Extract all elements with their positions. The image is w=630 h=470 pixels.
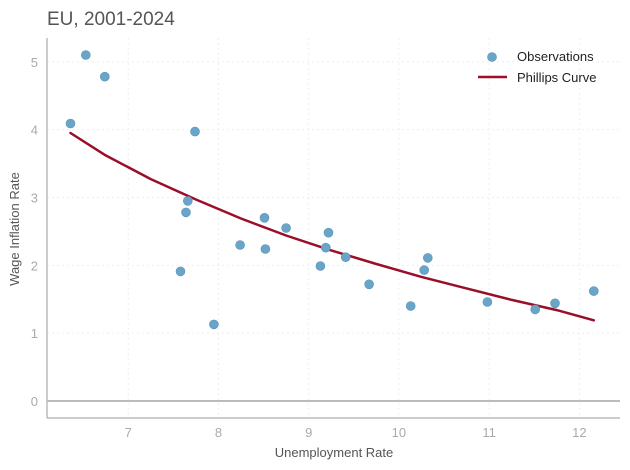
data-point-2: [100, 71, 110, 82]
data-point-6: [175, 266, 186, 277]
y-axis-label: Wage Inflation Rate: [7, 172, 22, 286]
data-point-16: [364, 279, 374, 290]
x-tick-label-4: 11: [482, 425, 496, 440]
data-point-14: [323, 227, 334, 238]
y-tick-label-5: 5: [31, 55, 38, 70]
x-tick-label-3: 10: [392, 425, 406, 440]
data-point-4: [183, 196, 193, 206]
data-point-7: [209, 319, 219, 330]
data-point-10: [260, 244, 271, 254]
x-tick-label-1: 8: [215, 425, 222, 440]
y-tick-label-2: 2: [31, 258, 38, 273]
data-point-20: [482, 297, 493, 307]
chart-title: EU, 2001-2024: [47, 9, 175, 30]
data-point-19: [422, 253, 433, 263]
y-tick-label-4: 4: [31, 123, 38, 138]
data-point-12: [315, 261, 326, 271]
data-point-21: [530, 304, 541, 315]
data-point-11: [281, 223, 291, 233]
grid-layer: [47, 38, 620, 418]
legend-label-observations: Observations: [517, 49, 594, 64]
axes-layer: [46, 38, 620, 419]
y-tick-label-0: 0: [31, 394, 38, 409]
y-tick-label-1: 1: [31, 326, 38, 341]
phillips-curve-line: [69, 131, 596, 322]
data-point-22: [550, 298, 560, 309]
data-point-0: [65, 118, 76, 129]
data-point-15: [340, 252, 351, 263]
data-point-1: [81, 50, 91, 60]
x-tick-label-5: 12: [572, 425, 586, 440]
data-point-8: [235, 240, 245, 250]
legend-label-phillips-curve: Phillips Curve: [517, 70, 596, 85]
data-point-18: [419, 265, 430, 275]
data-point-5: [181, 207, 191, 218]
data-point-17: [405, 301, 416, 311]
legend-marker-observations: [487, 52, 497, 62]
x-tick-label-2: 9: [305, 425, 312, 440]
x-axis-label: Unemployment Rate: [275, 445, 394, 460]
data-point-9: [259, 213, 270, 223]
points-layer: [65, 50, 599, 330]
data-point-3: [190, 126, 200, 137]
legend: Observations Phillips Curve: [478, 49, 596, 85]
curve-layer: [69, 131, 596, 322]
x-tick-label-0: 7: [125, 425, 132, 440]
data-point-13: [320, 242, 331, 253]
data-point-23: [588, 286, 599, 296]
y-tick-label-3: 3: [31, 190, 38, 205]
